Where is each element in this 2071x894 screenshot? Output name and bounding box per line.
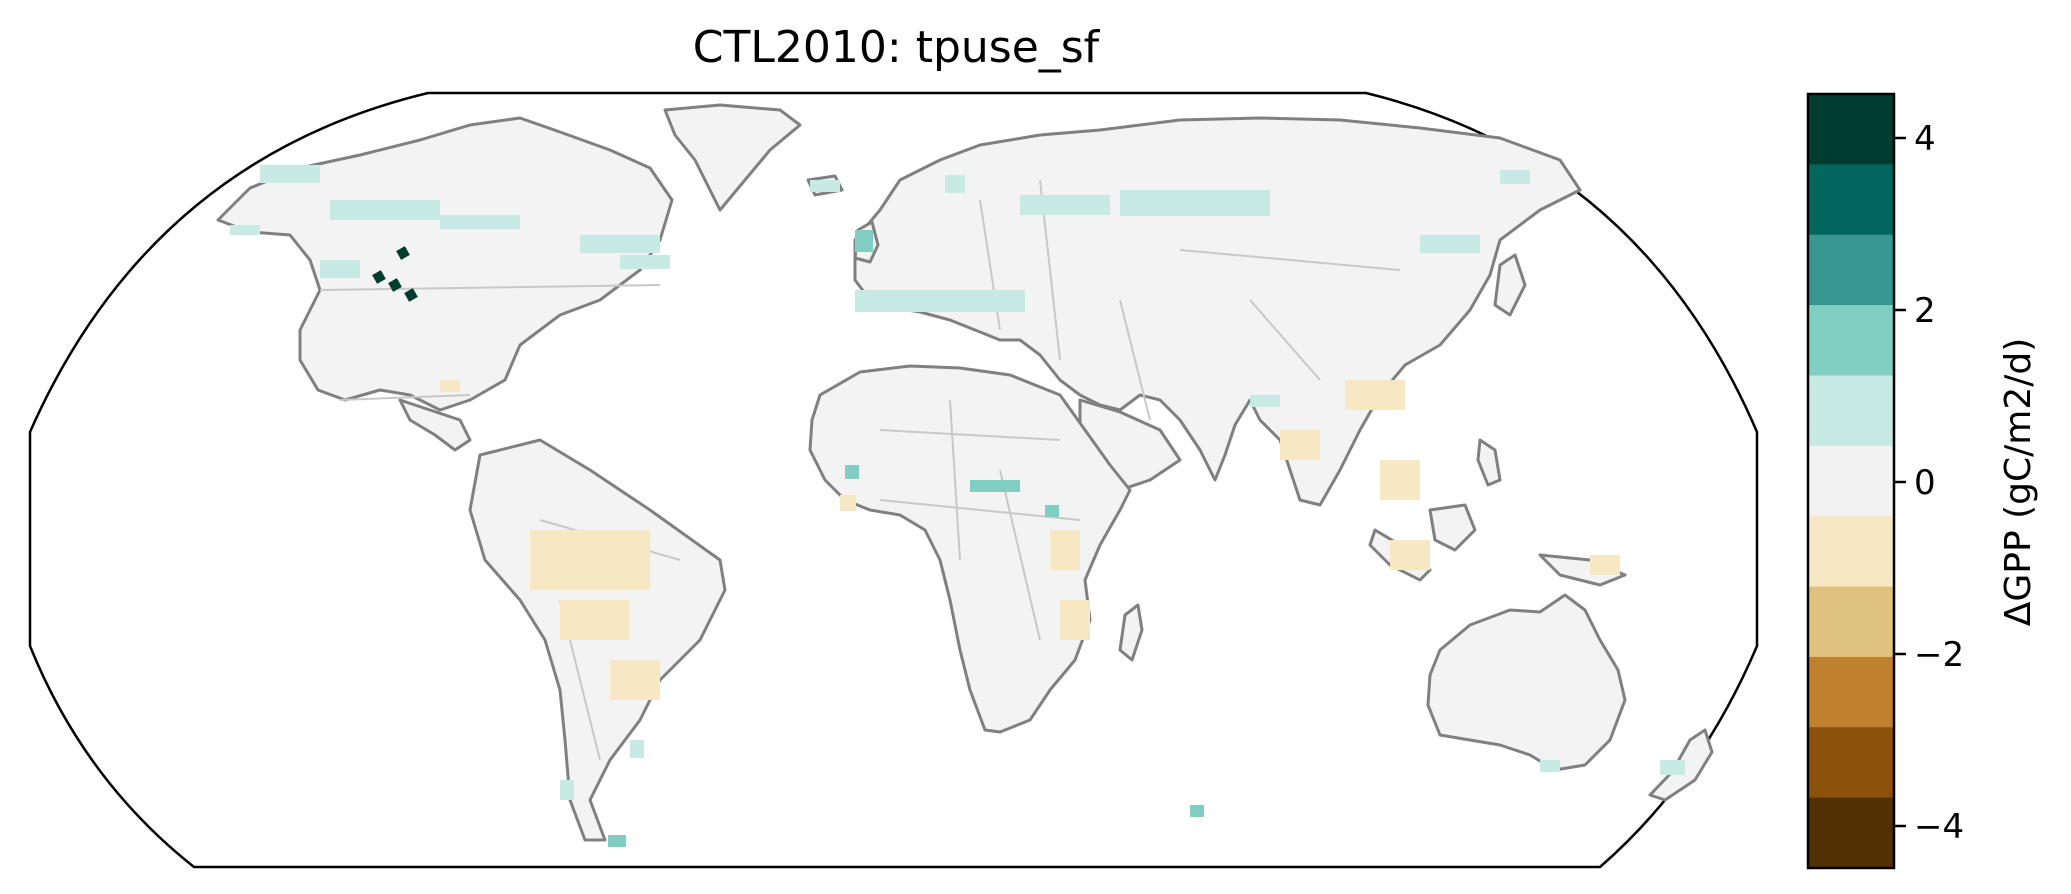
border-asia-3 — [1119, 299, 1151, 421]
landmass-philippines — [1476, 438, 1502, 487]
border-africa-1 — [879, 429, 1061, 441]
landmass-central-america — [398, 398, 472, 452]
colorbar-tick-label: −4 — [1914, 807, 1964, 847]
landmass-madagascar — [1118, 603, 1144, 662]
colorbar-tick-label: 0 — [1914, 463, 1936, 503]
colorbar-bin — [1808, 234, 1894, 306]
border-us-canada — [319, 284, 661, 291]
country-borders — [319, 179, 1401, 761]
landmass-north-america — [216, 116, 674, 412]
border-asia-2 — [1249, 299, 1321, 381]
colorbar-bin — [1808, 727, 1894, 799]
landmass-australia — [1426, 593, 1627, 772]
cells-moderate-positive — [608, 230, 1204, 847]
landmass-africa — [808, 364, 1132, 734]
colorbar-bin — [1808, 656, 1894, 728]
colorbar-bin — [1808, 164, 1894, 236]
colorbar-bin — [1808, 445, 1894, 517]
colorbar-bin — [1808, 797, 1894, 869]
colorbar-bin — [1808, 516, 1894, 588]
landmass-new-guinea — [1538, 553, 1627, 587]
colorbar-bin — [1808, 586, 1894, 658]
border-asia-1 — [1179, 249, 1401, 271]
colorbar-tick-label: −2 — [1914, 635, 1964, 675]
colorbar-bin — [1808, 305, 1894, 376]
border-africa-3 — [999, 469, 1041, 641]
colorbar: 4 2 0 −2 −4 — [1806, 92, 1964, 870]
border-us-mexico — [339, 394, 471, 401]
gpp-anomaly-cells — [230, 165, 1685, 847]
landmass-japan — [1493, 253, 1527, 317]
colorbar-tick-label: 2 — [1914, 291, 1936, 331]
colorbar-bin — [1808, 94, 1894, 165]
chart-title: CTL2010: tpuse_sf — [693, 22, 1101, 73]
map-panel — [28, 91, 1759, 869]
border-africa-2 — [949, 399, 961, 561]
landmass-borneo — [1428, 503, 1477, 552]
colorbar-label: ΔGPP (gC/m2/d) — [1998, 338, 2039, 627]
colorbar-tick-label: 4 — [1914, 119, 1936, 159]
cells-slight-positive — [230, 165, 1685, 800]
colorbar-bin — [1808, 375, 1894, 447]
cells-strong-positive — [372, 246, 418, 302]
landmass-greenland — [663, 103, 802, 212]
cells-slight-negative — [440, 380, 1620, 700]
